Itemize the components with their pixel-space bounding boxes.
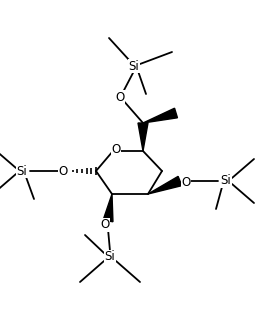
- Polygon shape: [143, 108, 177, 123]
- Text: O: O: [111, 142, 121, 155]
- Text: Si: Si: [105, 251, 116, 264]
- Text: O: O: [58, 164, 68, 177]
- Text: Si: Si: [17, 164, 27, 177]
- Text: Si: Si: [129, 60, 139, 73]
- Text: O: O: [181, 176, 191, 189]
- Polygon shape: [138, 123, 148, 151]
- Polygon shape: [148, 176, 182, 194]
- Text: O: O: [100, 218, 110, 231]
- Polygon shape: [103, 194, 113, 222]
- Text: Si: Si: [221, 175, 231, 188]
- Text: O: O: [116, 91, 125, 104]
